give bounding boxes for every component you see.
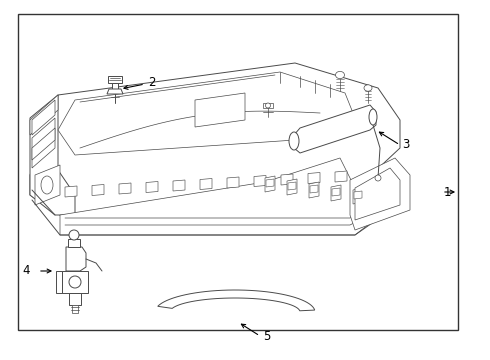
- Polygon shape: [65, 186, 77, 197]
- Polygon shape: [30, 63, 400, 215]
- Polygon shape: [72, 305, 78, 313]
- Polygon shape: [195, 93, 245, 127]
- Polygon shape: [200, 179, 212, 189]
- Ellipse shape: [41, 176, 53, 194]
- Polygon shape: [265, 176, 275, 192]
- Text: 2: 2: [148, 77, 155, 90]
- Polygon shape: [56, 271, 62, 293]
- Polygon shape: [173, 180, 185, 191]
- Polygon shape: [32, 100, 55, 135]
- Polygon shape: [32, 118, 55, 168]
- Polygon shape: [107, 89, 123, 94]
- Polygon shape: [281, 174, 293, 185]
- Polygon shape: [30, 95, 58, 135]
- Polygon shape: [353, 188, 363, 204]
- Text: 3: 3: [402, 139, 409, 152]
- Polygon shape: [146, 181, 158, 193]
- Text: 4: 4: [22, 265, 29, 278]
- Circle shape: [69, 276, 81, 288]
- Ellipse shape: [369, 109, 377, 125]
- Ellipse shape: [336, 71, 344, 78]
- Polygon shape: [309, 182, 319, 198]
- Polygon shape: [119, 183, 131, 194]
- Polygon shape: [355, 168, 400, 220]
- Polygon shape: [294, 105, 376, 153]
- Polygon shape: [62, 271, 88, 293]
- Polygon shape: [263, 103, 273, 108]
- Polygon shape: [108, 76, 122, 83]
- Text: 1: 1: [444, 185, 451, 198]
- Ellipse shape: [364, 85, 372, 91]
- Polygon shape: [266, 179, 274, 187]
- Bar: [18, 14, 458, 330]
- Polygon shape: [92, 184, 104, 195]
- Polygon shape: [66, 247, 86, 271]
- Polygon shape: [331, 185, 341, 201]
- Polygon shape: [35, 165, 60, 205]
- Polygon shape: [332, 188, 340, 196]
- Polygon shape: [158, 290, 315, 311]
- Polygon shape: [288, 182, 296, 190]
- Circle shape: [69, 230, 79, 240]
- Circle shape: [266, 103, 270, 108]
- Polygon shape: [310, 185, 318, 193]
- Polygon shape: [335, 171, 347, 182]
- Polygon shape: [30, 95, 75, 215]
- Polygon shape: [308, 172, 320, 184]
- Polygon shape: [32, 128, 55, 160]
- Polygon shape: [350, 158, 410, 230]
- Polygon shape: [58, 72, 355, 155]
- Polygon shape: [227, 177, 239, 188]
- Polygon shape: [287, 179, 297, 195]
- Polygon shape: [60, 158, 400, 235]
- Polygon shape: [69, 293, 81, 305]
- Ellipse shape: [289, 132, 299, 150]
- Polygon shape: [68, 239, 80, 247]
- Polygon shape: [354, 191, 362, 199]
- Polygon shape: [254, 175, 266, 186]
- Polygon shape: [112, 83, 118, 89]
- Text: 5: 5: [263, 330, 270, 343]
- Circle shape: [375, 175, 381, 181]
